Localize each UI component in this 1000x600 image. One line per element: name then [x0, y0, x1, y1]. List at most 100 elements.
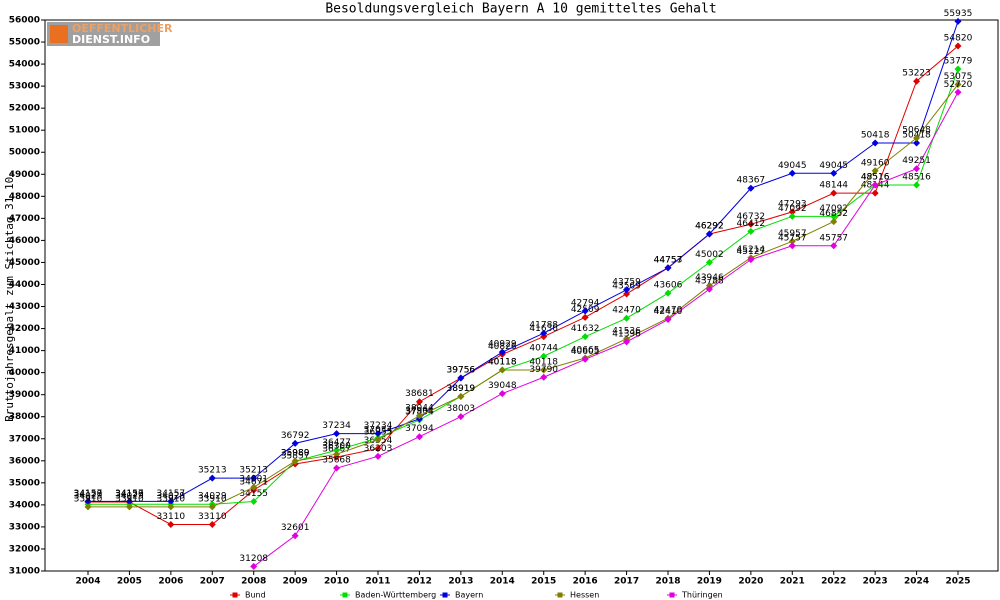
data-label: 33910 [115, 494, 144, 504]
y-tick-label: 36000 [9, 456, 40, 466]
data-label: 48516 [902, 172, 931, 182]
point [333, 450, 341, 458]
data-label: 37094 [405, 424, 434, 434]
data-label: 34029 [74, 492, 103, 502]
data-label: 41788 [529, 321, 558, 331]
point [747, 184, 755, 192]
data-label: 42410 [654, 307, 683, 317]
data-label: 37234 [322, 421, 351, 431]
data-label: 38919 [447, 384, 476, 394]
x-tick-label: 2014 [490, 577, 515, 587]
point [208, 503, 216, 511]
data-label: 36203 [364, 444, 393, 454]
point [208, 474, 216, 482]
data-label: 39048 [488, 381, 517, 391]
x-tick-label: 2011 [365, 577, 390, 587]
data-label: 36300 [322, 442, 351, 452]
point [623, 290, 631, 298]
point [250, 483, 258, 491]
data-label: 40665 [571, 345, 600, 355]
point [747, 256, 755, 264]
data-label: 48144 [819, 181, 848, 191]
series-line [253, 92, 959, 567]
point [333, 430, 341, 438]
point [830, 189, 838, 197]
y-tick-label: 46000 [9, 236, 40, 246]
y-tick-label: 50000 [9, 148, 40, 158]
data-label: 40118 [529, 358, 558, 368]
data-label: 50418 [861, 131, 890, 141]
x-tick-label: 2008 [241, 577, 266, 587]
data-label: 40744 [529, 344, 558, 354]
point [291, 532, 299, 540]
data-label: 40929 [488, 340, 517, 350]
point [540, 329, 548, 337]
y-tick-label: 39000 [9, 390, 40, 400]
data-label: 35668 [322, 456, 351, 466]
point [954, 80, 962, 88]
y-tick-label: 40000 [9, 368, 40, 378]
x-tick-label: 2004 [75, 577, 100, 587]
point [457, 413, 465, 421]
point [457, 374, 465, 382]
point [913, 165, 921, 173]
x-tick-label: 2015 [531, 577, 556, 587]
point [167, 503, 175, 511]
point [291, 439, 299, 447]
point [788, 169, 796, 177]
y-tick-label: 54000 [9, 60, 40, 70]
data-label: 42470 [654, 306, 683, 316]
data-label: 34029 [198, 492, 227, 502]
point [705, 285, 713, 293]
data-label: 32601 [281, 523, 310, 533]
point [415, 398, 423, 406]
data-label: 42794 [571, 299, 600, 309]
x-tick-label: 2021 [780, 577, 805, 587]
data-label: 38003 [447, 404, 476, 414]
data-label: 37904 [405, 406, 434, 416]
y-tick-label: 34000 [9, 500, 40, 510]
point [125, 497, 133, 505]
data-label: 34157 [74, 489, 103, 499]
data-label: 31208 [239, 554, 268, 564]
y-tick-label: 52000 [9, 104, 40, 114]
data-label: 47092 [819, 204, 848, 214]
x-tick-label: 2012 [407, 577, 432, 587]
y-tick-label: 42000 [9, 324, 40, 334]
data-label: 33110 [198, 512, 227, 522]
point [291, 457, 299, 465]
point [498, 366, 506, 374]
data-label: 47293 [778, 199, 807, 209]
data-label: 52720 [944, 80, 973, 90]
x-tick-label: 2010 [324, 577, 349, 587]
point [250, 497, 258, 505]
data-label: 54820 [944, 34, 973, 44]
data-label: 41536 [612, 326, 641, 336]
x-tick-label: 2022 [821, 577, 846, 587]
x-tick-label: 2019 [697, 577, 722, 587]
legend-marker [557, 592, 563, 598]
data-label: 49045 [778, 161, 807, 171]
point [374, 430, 382, 438]
point [457, 392, 465, 400]
data-label: 45214 [737, 245, 766, 255]
data-label: 48516 [861, 172, 890, 182]
y-tick-label: 48000 [9, 192, 40, 202]
point [581, 355, 589, 363]
data-label: 38044 [405, 403, 434, 413]
point [333, 446, 341, 454]
data-label: 40118 [488, 358, 517, 368]
point [498, 348, 506, 356]
point [871, 189, 879, 197]
data-label: 34129 [74, 490, 103, 500]
point [913, 77, 921, 85]
point [664, 289, 672, 297]
point [84, 497, 92, 505]
y-tick-label: 45000 [9, 258, 40, 268]
point [664, 316, 672, 324]
data-label: 41632 [571, 324, 600, 334]
data-label: 36955 [364, 427, 393, 437]
x-tick-label: 2006 [158, 577, 183, 587]
point [498, 390, 506, 398]
plot-frame [44, 19, 999, 572]
